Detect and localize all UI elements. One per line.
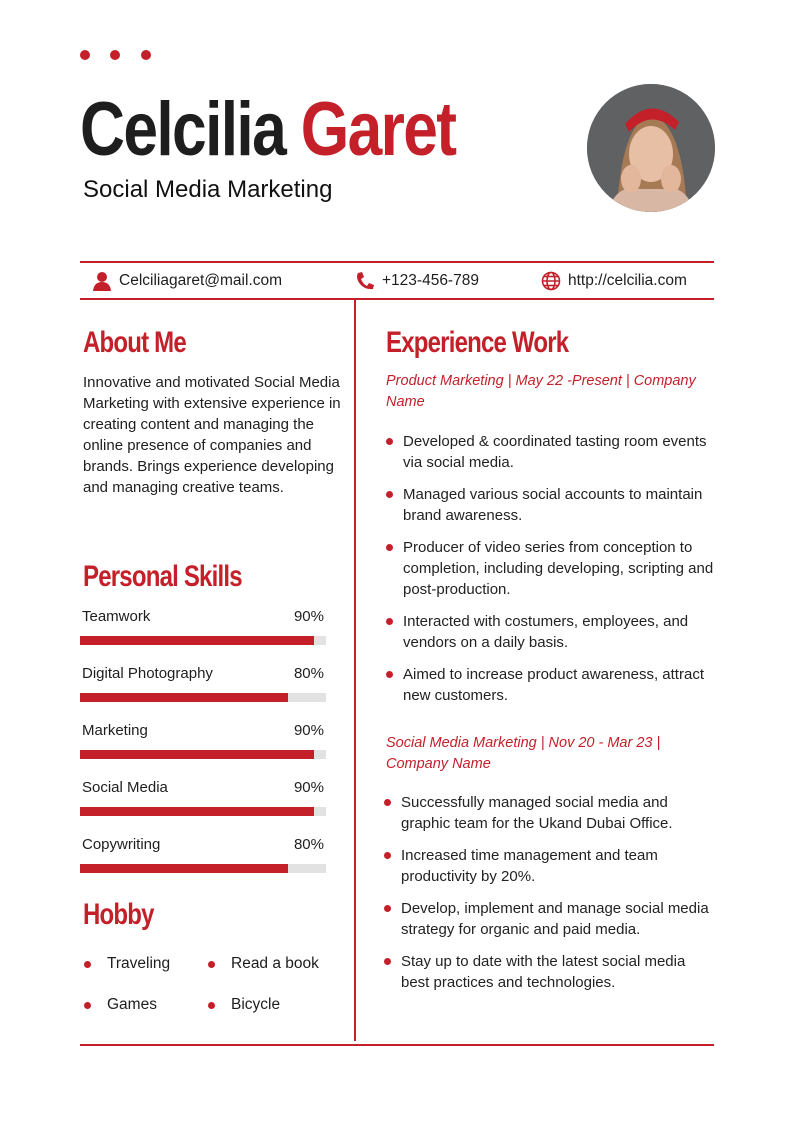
- bullet-icon: [386, 671, 393, 678]
- bullet-icon: [386, 491, 393, 498]
- job-title: Social Media Marketing | Nov 20 - Mar 23…: [386, 735, 661, 772]
- skill-label: Digital Photography: [82, 665, 213, 682]
- bullet-icon: [386, 618, 393, 625]
- column-divider: [354, 299, 356, 1041]
- contact-email[interactable]: Celciliagaret@mail.com: [92, 271, 282, 291]
- bullet-icon: [384, 958, 391, 965]
- job-bullet: Develop, implement and manage social med…: [384, 898, 714, 940]
- bullet-icon: [84, 1001, 91, 1009]
- skill-percent: 90%: [293, 608, 324, 625]
- hobby-heading: Hobby: [83, 898, 154, 931]
- bullet-icon: [384, 799, 391, 806]
- hobby-label: Games: [107, 996, 157, 1013]
- phone-icon: [357, 272, 374, 290]
- skill-label: Social Media: [82, 779, 168, 796]
- skill-label: Marketing: [82, 722, 148, 739]
- hobby-label: Read a book: [231, 955, 319, 972]
- email-text: Celciliagaret@mail.com: [119, 272, 283, 289]
- bullet-icon: [384, 852, 391, 859]
- hobby-item: Traveling: [84, 955, 170, 973]
- hobby-item: Games: [84, 996, 157, 1014]
- job-bullet: Successfully managed social media and gr…: [384, 792, 714, 834]
- full-name: Celcilia Garet: [80, 92, 457, 168]
- bullet-text: Managed various social accounts to maint…: [403, 486, 703, 524]
- bullet-icon: [84, 960, 91, 968]
- skill-bar-fill: [80, 693, 288, 702]
- bullet-icon: [384, 905, 391, 912]
- hobby-label: Traveling: [107, 955, 171, 972]
- skill-bar-fill: [80, 864, 288, 873]
- bullet-text: Successfully managed social media and gr…: [401, 794, 673, 832]
- job-bullet: Increased time management and team produ…: [384, 845, 714, 887]
- decor-dot: [80, 50, 90, 60]
- decor-dot: [141, 50, 151, 60]
- skill-percent: 80%: [293, 836, 324, 853]
- skills-heading: Personal Skills: [83, 560, 243, 593]
- job-bullet: Producer of video series from conception…: [386, 537, 716, 600]
- decor-dot: [110, 50, 120, 60]
- skill-percent: 90%: [293, 779, 324, 796]
- divider: [80, 1044, 714, 1046]
- job-bullet: Interacted with costumers, employees, an…: [386, 611, 716, 653]
- about-text: Innovative and motivated Social Media Ma…: [83, 374, 341, 496]
- person-icon: [93, 272, 111, 291]
- skill-bar-fill: [80, 636, 314, 645]
- skill-label: Teamwork: [82, 608, 151, 625]
- contact-website[interactable]: http://celcilia.com: [541, 271, 687, 291]
- skill-label: Copywriting: [82, 836, 161, 853]
- bullet-text: Stay up to date with the latest social m…: [401, 953, 686, 991]
- about-heading: About Me: [83, 326, 187, 359]
- bullet-icon: [208, 960, 215, 968]
- job-bullets: Successfully managed social media and gr…: [384, 792, 714, 1004]
- skill-bar-fill: [80, 750, 314, 759]
- skill-percent: 80%: [293, 665, 324, 682]
- bullet-icon: [386, 438, 393, 445]
- last-name: Garet: [300, 87, 457, 172]
- skill-bar: [80, 693, 326, 702]
- job-title: Social Media Marketing: [83, 176, 333, 203]
- profile-photo: [587, 84, 715, 212]
- divider: [80, 261, 714, 263]
- skill-bar: [80, 750, 326, 759]
- bullet-text: Producer of video series from conception…: [403, 539, 714, 598]
- skill-bar: [80, 807, 326, 816]
- experience-heading: Experience Work: [386, 326, 569, 359]
- skill-bar: [80, 636, 326, 645]
- bullet-icon: [386, 544, 393, 551]
- first-name: Celcilia: [80, 87, 287, 172]
- job-bullet: Managed various social accounts to maint…: [386, 484, 716, 526]
- skill-bar-fill: [80, 807, 314, 816]
- bullet-text: Interacted with costumers, employees, an…: [403, 613, 689, 651]
- divider: [80, 298, 714, 300]
- job-bullet: Developed & coordinated tasting room eve…: [386, 431, 716, 473]
- bullet-text: Increased time management and team produ…: [401, 847, 658, 885]
- phone-text: +123-456-789: [382, 272, 479, 289]
- bullet-text: Developed & coordinated tasting room eve…: [403, 433, 707, 471]
- globe-icon: [541, 271, 561, 291]
- bullet-text: Develop, implement and manage social med…: [401, 900, 709, 938]
- job-title: Product Marketing | May 22 -Present | Co…: [386, 373, 696, 410]
- bullet-icon: [208, 1001, 215, 1009]
- bullet-text: Aimed to increase product awareness, att…: [403, 666, 704, 704]
- contact-phone[interactable]: +123-456-789: [355, 271, 479, 291]
- hobby-item: Read a book: [208, 955, 319, 973]
- hobby-item: Bicycle: [208, 996, 280, 1014]
- job-bullet: Stay up to date with the latest social m…: [384, 951, 714, 993]
- hobby-label: Bicycle: [231, 996, 281, 1013]
- website-text: http://celcilia.com: [568, 272, 687, 289]
- job-bullet: Aimed to increase product awareness, att…: [386, 664, 716, 706]
- skill-bar: [80, 864, 326, 873]
- job-bullets: Developed & coordinated tasting room eve…: [386, 431, 716, 717]
- skill-percent: 90%: [293, 722, 324, 739]
